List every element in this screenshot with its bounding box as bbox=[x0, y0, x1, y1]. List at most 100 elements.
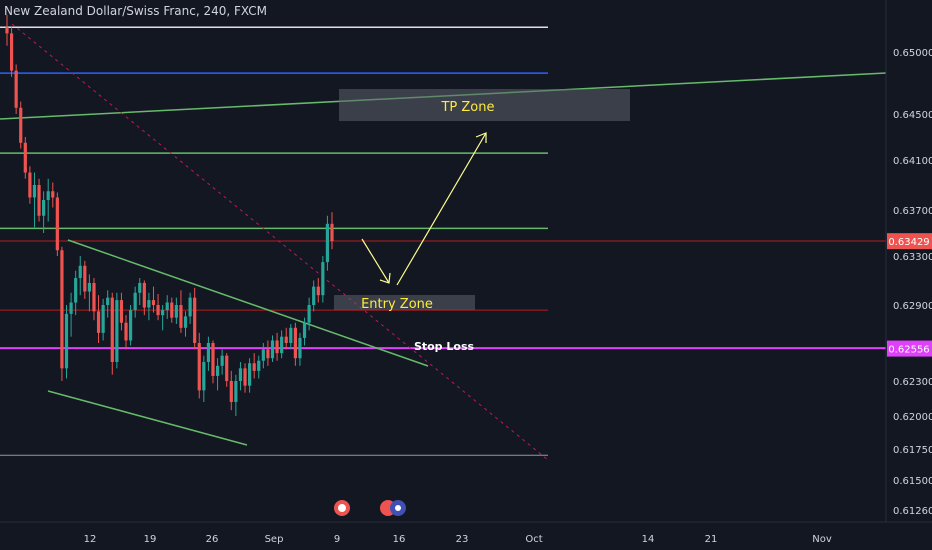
candle-body bbox=[161, 310, 165, 316]
candle-body bbox=[133, 292, 137, 311]
channel-top-line bbox=[67, 239, 429, 367]
candle-body bbox=[156, 305, 160, 316]
candle-body bbox=[78, 265, 82, 279]
candle-body bbox=[138, 282, 142, 293]
candle-body bbox=[32, 185, 37, 198]
time-tick-label: 19 bbox=[144, 534, 157, 545]
candle-body bbox=[238, 368, 243, 381]
stop-loss-label: Stop Loss bbox=[414, 340, 475, 353]
candle-body bbox=[307, 305, 311, 323]
tp-zone-label: TP Zone bbox=[440, 100, 494, 115]
event-marker-dot bbox=[338, 504, 346, 512]
time-tick-label: Oct bbox=[525, 534, 542, 545]
candle-body bbox=[220, 355, 224, 366]
candle-body bbox=[9, 33, 14, 71]
candle-body bbox=[55, 197, 59, 251]
candle-body bbox=[92, 282, 96, 312]
candle-body bbox=[183, 316, 188, 328]
candle-body bbox=[124, 322, 128, 341]
time-tick-label: 16 bbox=[393, 534, 406, 545]
price-tick-label: 0.62300 bbox=[893, 377, 932, 388]
candle-body bbox=[115, 300, 119, 362]
price-tick-label: 0.65000 bbox=[893, 48, 932, 59]
candle-body bbox=[51, 191, 55, 198]
price-tick-label: 0.61260 bbox=[893, 506, 932, 517]
candle-body bbox=[46, 191, 50, 200]
time-axis-ticks[interactable]: 12 19 26 Sep 9 16 23 Oct 14 21 Nov bbox=[84, 534, 832, 545]
candle-body bbox=[188, 297, 192, 317]
candle-body bbox=[289, 327, 293, 343]
candle-body bbox=[316, 286, 320, 296]
candle-body bbox=[69, 302, 73, 314]
price-tick-label: 0.63700 bbox=[893, 206, 932, 217]
event-markers[interactable] bbox=[334, 500, 406, 516]
candle-body bbox=[193, 297, 197, 343]
candle-body bbox=[252, 363, 256, 371]
candle-body bbox=[128, 310, 133, 341]
chart-title: New Zealand Dollar/Swiss Franc, 240, FXC… bbox=[4, 4, 267, 18]
price-tick-label: 0.61500 bbox=[893, 476, 932, 487]
candle-body bbox=[165, 302, 169, 311]
candle-body bbox=[170, 302, 174, 318]
current-price-label: 0.63429 bbox=[888, 237, 929, 248]
candle-body bbox=[302, 322, 307, 338]
candle-body bbox=[5, 27, 9, 34]
price-axis-ticks: 0.65000 0.64500 0.64100 0.63700 0.63300 0.629… bbox=[893, 48, 932, 517]
candle-body bbox=[151, 300, 156, 305]
candle-body bbox=[197, 343, 201, 391]
zones bbox=[334, 89, 630, 310]
time-tick-label: 21 bbox=[705, 534, 718, 545]
up-arrow-line bbox=[396, 132, 487, 286]
candle-body bbox=[60, 250, 64, 369]
candle-body bbox=[284, 336, 288, 343]
candle-body bbox=[321, 262, 325, 296]
price-tick-label: 0.62900 bbox=[893, 301, 932, 312]
price-axis[interactable] bbox=[886, 0, 932, 522]
candle-body bbox=[257, 360, 261, 371]
candle-body bbox=[87, 282, 91, 292]
candle-body bbox=[119, 300, 124, 323]
candle-body bbox=[248, 363, 252, 386]
candle-body bbox=[280, 336, 284, 354]
candles bbox=[5, 14, 334, 416]
horizontal-levels bbox=[0, 26, 886, 456]
price-tick-label: 0.61750 bbox=[893, 445, 932, 456]
up-arrow-head bbox=[475, 132, 487, 143]
time-tick-label: 12 bbox=[84, 534, 97, 545]
candle-body bbox=[312, 286, 316, 305]
candle-body bbox=[96, 311, 101, 333]
candle-body bbox=[42, 200, 46, 216]
price-tick-label: 0.63300 bbox=[893, 252, 932, 263]
candle-body bbox=[215, 365, 220, 376]
event-marker-dot bbox=[395, 505, 401, 511]
candle-body bbox=[19, 107, 23, 143]
tp-zone-box bbox=[339, 89, 630, 121]
annotations: TP Zone Entry Zone Stop Loss bbox=[361, 100, 494, 353]
price-tick-label: 0.64500 bbox=[893, 110, 932, 121]
stop-price-badge bbox=[887, 340, 932, 357]
candle-body bbox=[64, 313, 69, 369]
price-tick-label: 0.64100 bbox=[893, 156, 932, 167]
price-tick-label: 0.62000 bbox=[893, 412, 932, 423]
time-tick-label: 14 bbox=[642, 534, 655, 545]
time-tick-label: 23 bbox=[456, 534, 469, 545]
candle-body bbox=[325, 223, 330, 263]
candle-body bbox=[83, 265, 87, 292]
time-tick-label: Nov bbox=[812, 534, 832, 545]
candle-body bbox=[14, 70, 18, 108]
candle-body bbox=[174, 305, 178, 318]
current-price-badge bbox=[887, 233, 932, 250]
candle-body bbox=[275, 340, 279, 354]
candle-body bbox=[270, 340, 275, 359]
candle-body bbox=[23, 142, 27, 173]
candle-body bbox=[330, 223, 334, 242]
down-arrow-head bbox=[379, 272, 391, 284]
candle-body bbox=[229, 381, 233, 402]
candle-body bbox=[293, 327, 297, 359]
candle-body bbox=[106, 297, 110, 305]
stop-price-label: 0.62556 bbox=[888, 345, 929, 356]
candle-body bbox=[101, 305, 105, 333]
candle-body bbox=[234, 381, 238, 402]
candle-body bbox=[243, 368, 247, 386]
